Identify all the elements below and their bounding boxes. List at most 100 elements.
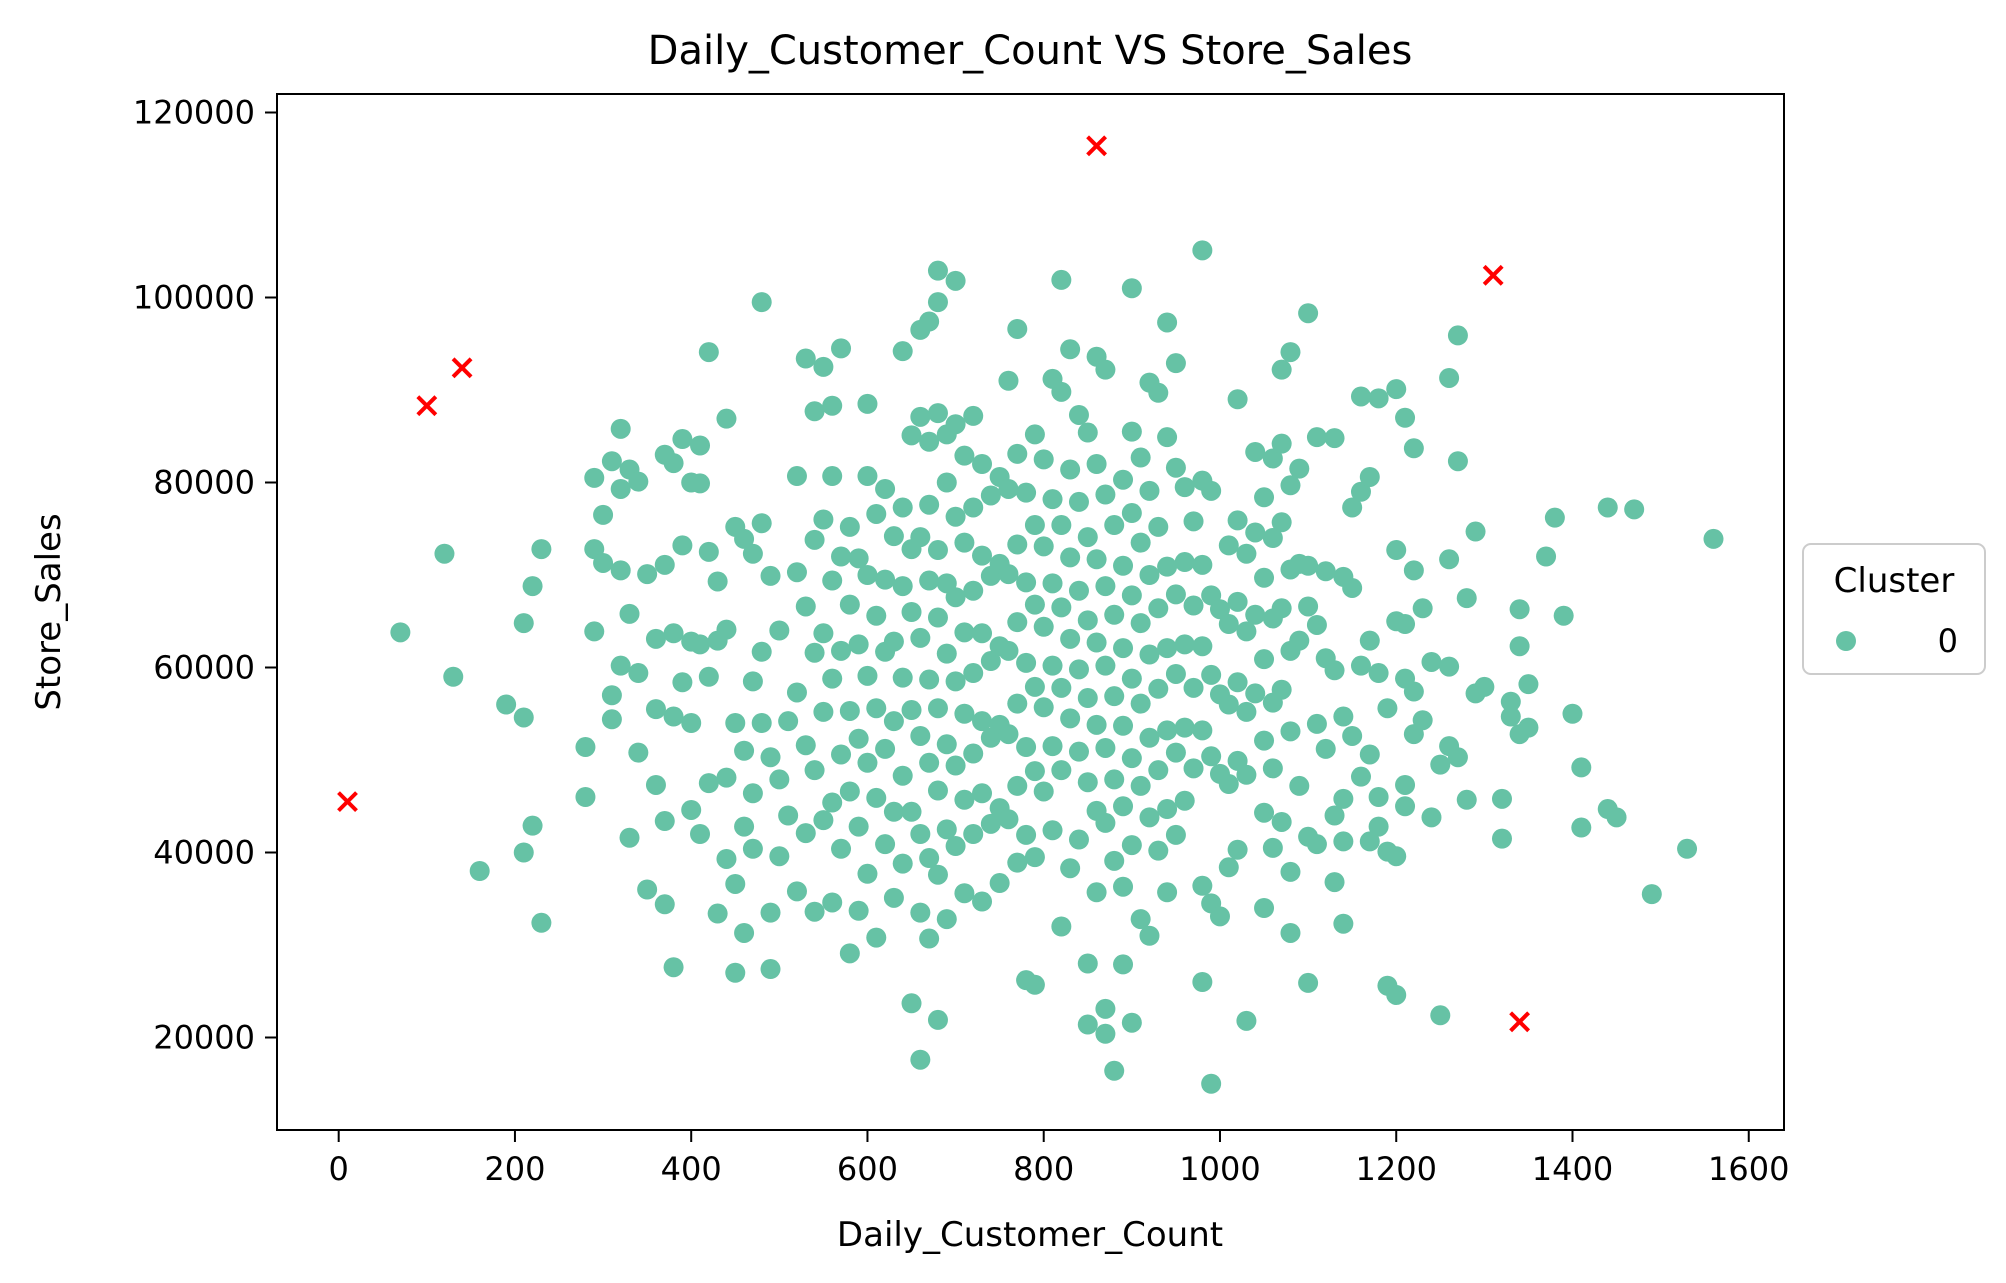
data-point <box>531 912 552 933</box>
data-point <box>716 848 737 869</box>
data-point <box>804 529 825 550</box>
data-point <box>1095 998 1116 1019</box>
data-point <box>434 543 455 564</box>
data-point <box>778 805 799 826</box>
data-point <box>998 478 1019 499</box>
data-point <box>963 743 984 764</box>
data-point <box>1350 481 1371 502</box>
data-point <box>1395 407 1416 428</box>
data-point <box>734 816 755 837</box>
data-point <box>1051 677 1072 698</box>
y-tick-label: 100000 <box>133 279 255 317</box>
data-point <box>725 713 746 733</box>
data-point <box>804 401 825 422</box>
data-point <box>663 453 684 474</box>
data-point <box>1536 546 1557 567</box>
data-point <box>1386 540 1407 561</box>
data-point <box>980 651 1001 672</box>
data-point <box>1306 614 1327 635</box>
outlier-marker <box>337 791 358 813</box>
data-point <box>945 414 966 435</box>
data-point <box>751 513 772 534</box>
data-point <box>690 824 711 844</box>
data-point <box>804 760 825 781</box>
data-point <box>1095 359 1116 380</box>
data-point <box>1262 448 1283 469</box>
data-point <box>1183 758 1204 779</box>
data-point <box>972 623 993 644</box>
data-point <box>839 516 860 537</box>
data-point <box>1174 477 1195 498</box>
data-point <box>1218 535 1239 556</box>
data-point <box>601 709 622 730</box>
data-point <box>628 742 649 763</box>
data-point <box>1227 389 1248 410</box>
data-point <box>496 694 517 715</box>
data-point <box>866 605 887 626</box>
data-point <box>1113 876 1134 897</box>
data-point <box>866 927 887 948</box>
data-point <box>1395 774 1416 795</box>
data-point <box>972 891 993 912</box>
data-point <box>1509 599 1530 620</box>
data-point <box>857 466 878 487</box>
data-point <box>848 816 869 837</box>
data-point <box>751 713 772 733</box>
data-point <box>1007 852 1028 873</box>
data-point <box>1077 688 1098 709</box>
data-point <box>1157 799 1178 820</box>
data-point <box>795 823 816 844</box>
data-point <box>698 666 719 687</box>
data-point <box>910 824 931 844</box>
data-point <box>857 863 878 884</box>
x-tick-label: 0 <box>329 1150 349 1188</box>
data-point <box>1148 382 1169 403</box>
data-point <box>998 564 1019 585</box>
data-point <box>786 682 807 703</box>
data-point <box>645 628 666 649</box>
data-point <box>1342 497 1363 518</box>
data-point <box>1271 679 1292 700</box>
data-point <box>945 671 966 692</box>
data-point <box>927 403 948 424</box>
data-point <box>760 959 781 980</box>
data-point <box>1368 787 1389 807</box>
data-point <box>1298 555 1319 576</box>
data-point <box>716 408 737 429</box>
data-point <box>1183 677 1204 698</box>
data-point <box>1104 686 1125 707</box>
data-point <box>1350 386 1371 407</box>
data-point <box>1165 457 1186 478</box>
data-point <box>1077 772 1098 793</box>
data-point <box>1051 916 1072 937</box>
data-point <box>1368 663 1389 684</box>
data-point <box>1192 720 1213 741</box>
data-point <box>910 902 931 923</box>
data-point <box>910 627 931 648</box>
data-point <box>954 703 975 724</box>
data-point <box>1201 746 1222 767</box>
data-point <box>1553 605 1574 626</box>
data-point <box>584 621 605 642</box>
data-point <box>1227 839 1248 860</box>
data-point <box>795 348 816 369</box>
data-point <box>1236 701 1257 722</box>
data-point <box>672 535 693 556</box>
data-point <box>910 1049 931 1070</box>
data-point <box>760 747 781 768</box>
outlier-stroke <box>416 395 438 417</box>
data-point <box>1289 630 1310 651</box>
x-tick-label: 200 <box>484 1150 545 1188</box>
data-point <box>1412 710 1433 731</box>
data-point <box>786 881 807 902</box>
data-point <box>1289 775 1310 796</box>
data-point <box>1113 555 1134 576</box>
data-point <box>645 774 666 795</box>
data-point <box>901 801 922 822</box>
data-point <box>1377 698 1398 719</box>
data-point <box>1571 817 1592 838</box>
x-tick-label: 400 <box>661 1150 722 1188</box>
data-point <box>919 848 940 869</box>
data-point <box>769 620 790 641</box>
data-point <box>892 765 913 786</box>
